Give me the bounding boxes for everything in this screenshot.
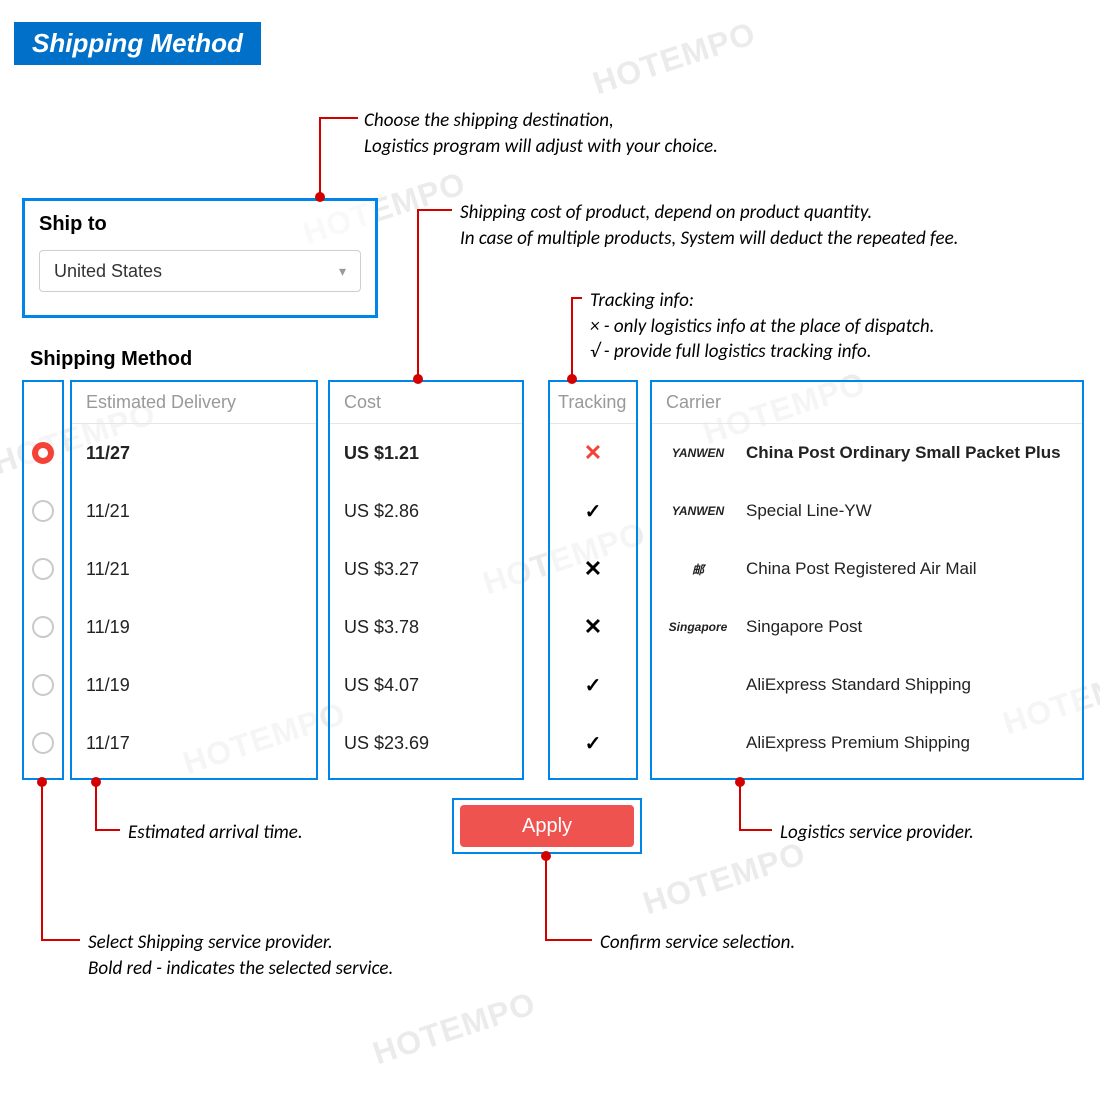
estimated-delivery-column: Estimated Delivery 11/2711/2111/2111/191… (70, 380, 318, 780)
estimated-delivery-cell: 11/19 (72, 656, 316, 714)
cost-cell: US $4.07 (330, 656, 522, 714)
ship-to-value: United States (54, 261, 162, 282)
estimated-delivery-cell: 11/21 (72, 540, 316, 598)
radio-icon (32, 442, 54, 464)
carrier-logo: YANWEN (666, 504, 730, 518)
annotation-cost: Shipping cost of product, depend on prod… (460, 200, 958, 251)
check-icon: ✓ (585, 499, 602, 524)
radio-column (22, 380, 64, 780)
carrier-cell: Singapore Singapore Post (652, 598, 1082, 656)
column-header-tracking: Tracking (550, 382, 636, 424)
tracking-column: Tracking ✕ ✓ ✕ ✕ ✓ ✓ (548, 380, 638, 780)
tracking-cell: ✕ (550, 424, 636, 482)
watermark: HOTEMPO (368, 985, 540, 1072)
tracking-cell: ✓ (550, 482, 636, 540)
cost-column: Cost US $1.21US $2.86US $3.27US $3.78US … (328, 380, 524, 780)
apply-button-frame: Apply (452, 798, 642, 854)
annotation-radio: Select Shipping service provider. Bold r… (88, 930, 393, 981)
carrier-name: China Post Ordinary Small Packet Plus (746, 443, 1061, 463)
page-title: Shipping Method (14, 22, 261, 65)
shipping-option-radio[interactable] (24, 540, 62, 598)
column-header-cost: Cost (330, 382, 522, 424)
annotation-carrier: Logistics service provider. (780, 820, 974, 846)
watermark: HOTEMPO (638, 835, 810, 922)
x-icon: ✕ (584, 556, 602, 582)
cost-cell: US $1.21 (330, 424, 522, 482)
carrier-logo: 邮 (666, 561, 730, 578)
radio-icon (32, 674, 54, 696)
check-icon: ✓ (585, 673, 602, 698)
tracking-cell: ✓ (550, 714, 636, 772)
carrier-logo: YANWEN (666, 446, 730, 460)
cost-cell: US $3.27 (330, 540, 522, 598)
carrier-cell: YANWEN Special Line-YW (652, 482, 1082, 540)
estimated-delivery-cell: 11/19 (72, 598, 316, 656)
tracking-cell: ✓ (550, 656, 636, 714)
section-title: Shipping Method (30, 348, 192, 371)
apply-button[interactable]: Apply (460, 805, 634, 847)
carrier-cell: 邮 China Post Registered Air Mail (652, 540, 1082, 598)
annotation-tracking: Tracking info: × - only logistics info a… (590, 288, 934, 365)
ship-to-panel: Ship to United States ▾ (22, 198, 378, 318)
shipping-option-radio[interactable] (24, 598, 62, 656)
carrier-cell: AliExpress Premium Shipping (652, 714, 1082, 772)
shipping-option-radio[interactable] (24, 656, 62, 714)
x-icon: ✕ (584, 440, 602, 466)
cost-cell: US $23.69 (330, 714, 522, 772)
radio-icon (32, 500, 54, 522)
carrier-cell: YANWEN China Post Ordinary Small Packet P… (652, 424, 1082, 482)
annotation-apply: Confirm service selection. (600, 930, 795, 956)
carrier-name: AliExpress Standard Shipping (746, 675, 971, 695)
cost-cell: US $2.86 (330, 482, 522, 540)
check-icon: ✓ (585, 731, 602, 756)
estimated-delivery-cell: 11/17 (72, 714, 316, 772)
ship-to-label: Ship to (39, 213, 361, 236)
tracking-cell: ✕ (550, 540, 636, 598)
carrier-cell: AliExpress Standard Shipping (652, 656, 1082, 714)
x-icon: ✕ (584, 614, 602, 640)
annotation-shipto: Choose the shipping destination, Logisti… (364, 108, 718, 159)
estimated-delivery-cell: 11/27 (72, 424, 316, 482)
radio-icon (32, 558, 54, 580)
radio-icon (32, 616, 54, 638)
carrier-column: Carrier YANWEN China Post Ordinary Small … (650, 380, 1084, 780)
shipping-option-radio[interactable] (24, 482, 62, 540)
carrier-name: Special Line-YW (746, 501, 872, 521)
annotation-est: Estimated arrival time. (128, 820, 303, 846)
estimated-delivery-cell: 11/21 (72, 482, 316, 540)
carrier-name: Singapore Post (746, 617, 862, 637)
cost-cell: US $3.78 (330, 598, 522, 656)
column-header-est: Estimated Delivery (72, 382, 316, 424)
watermark: HOTEMPO (588, 15, 760, 102)
ship-to-select[interactable]: United States ▾ (39, 250, 361, 292)
carrier-name: AliExpress Premium Shipping (746, 733, 970, 753)
shipping-option-radio[interactable] (24, 714, 62, 772)
carrier-name: China Post Registered Air Mail (746, 559, 977, 579)
carrier-logo: Singapore (666, 620, 730, 634)
column-header-carrier: Carrier (652, 382, 1082, 424)
shipping-option-radio[interactable] (24, 424, 62, 482)
radio-icon (32, 732, 54, 754)
chevron-down-icon: ▾ (339, 263, 346, 280)
tracking-cell: ✕ (550, 598, 636, 656)
